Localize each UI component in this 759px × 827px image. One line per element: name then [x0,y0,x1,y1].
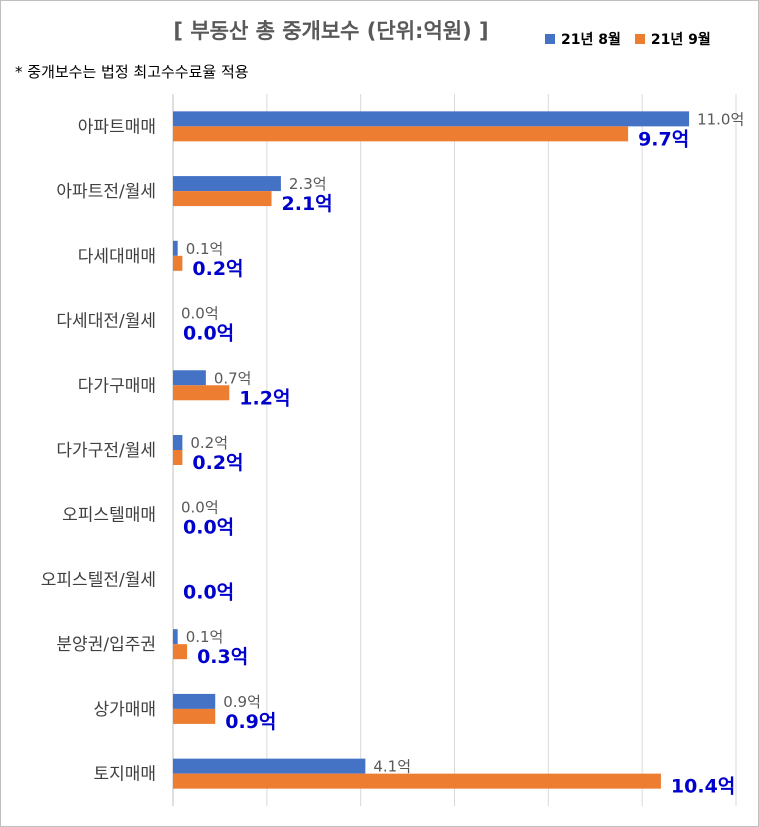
category-label: 오피스텔매매 [62,506,156,526]
category-label: 다가구전/월세 [56,441,156,461]
category-label: 상가매매 [93,700,156,720]
data-label-aug: 0.2억 [190,434,228,452]
data-label-aug: 0.9억 [223,693,261,711]
legend-swatch-sep [634,34,645,44]
category-label: 다세대전/월세 [56,312,156,332]
chart-note: * 중개보수는 법정 최고수수료율 적용 [15,63,249,81]
data-label-aug: 11.0억 [697,110,744,128]
bar-aug [173,629,178,645]
data-label-sep: 0.2억 [192,258,243,280]
bar-aug [173,176,281,192]
data-label-aug: 0.0억 [181,305,219,323]
data-label-sep: 9.7억 [638,128,689,150]
category-label: 토지매매 [93,765,156,785]
category-label: 아파트매매 [78,117,156,137]
bar-aug [173,240,178,256]
bar-sep [173,255,183,271]
data-label-aug: 0.1억 [186,628,224,646]
data-label-aug: 0.1억 [186,240,224,258]
bar-aug [173,370,206,386]
data-label-sep: 0.2억 [192,452,243,474]
data-label-sep: 0.0억 [183,517,234,539]
legend-label-sep: 21년 9월 [650,32,711,48]
legend-label-aug: 21년 8월 [561,32,621,48]
bar-aug [173,111,690,127]
data-label-sep: 0.0억 [183,323,234,345]
data-label-sep: 1.2억 [239,387,290,409]
legend-swatch-aug [545,34,555,44]
bar-sep [173,773,661,789]
category-label: 분양권/입주권 [56,635,156,655]
data-label-sep: 0.9억 [225,711,276,733]
category-label: 오피스텔전/월세 [41,570,156,590]
bar-sep [173,450,183,465]
category-label: 아파트전/월세 [56,182,156,202]
bar-aug [173,693,216,709]
data-label-sep: 0.3억 [197,646,248,668]
bar-sep [173,708,216,724]
bar-sep [173,126,629,142]
data-label-sep: 10.4억 [671,776,735,798]
bar-aug [173,758,366,774]
legend-item-sep: 21년 9월 [634,29,711,49]
legend-item-aug: 21년 8월 [545,29,621,49]
chart-title: [ 부동산 총 중개보수 (단위:억원) ] [173,19,489,43]
data-label-sep: 0.0억 [183,581,234,603]
bar-aug [173,435,183,450]
bar-sep [173,191,272,207]
legend: 21년 8월 21년 9월 [545,29,711,49]
bar-sep [173,385,230,401]
category-label: 다세대매매 [78,247,156,267]
category-label: 다가구매매 [78,376,156,396]
data-label-aug: 0.7억 [214,369,252,387]
data-label-aug: 0.0억 [181,499,219,517]
data-label-sep: 2.1억 [282,193,333,215]
data-label-aug: 2.3억 [289,175,327,193]
data-label-aug: 4.1억 [373,758,411,776]
bar-sep [173,644,188,660]
